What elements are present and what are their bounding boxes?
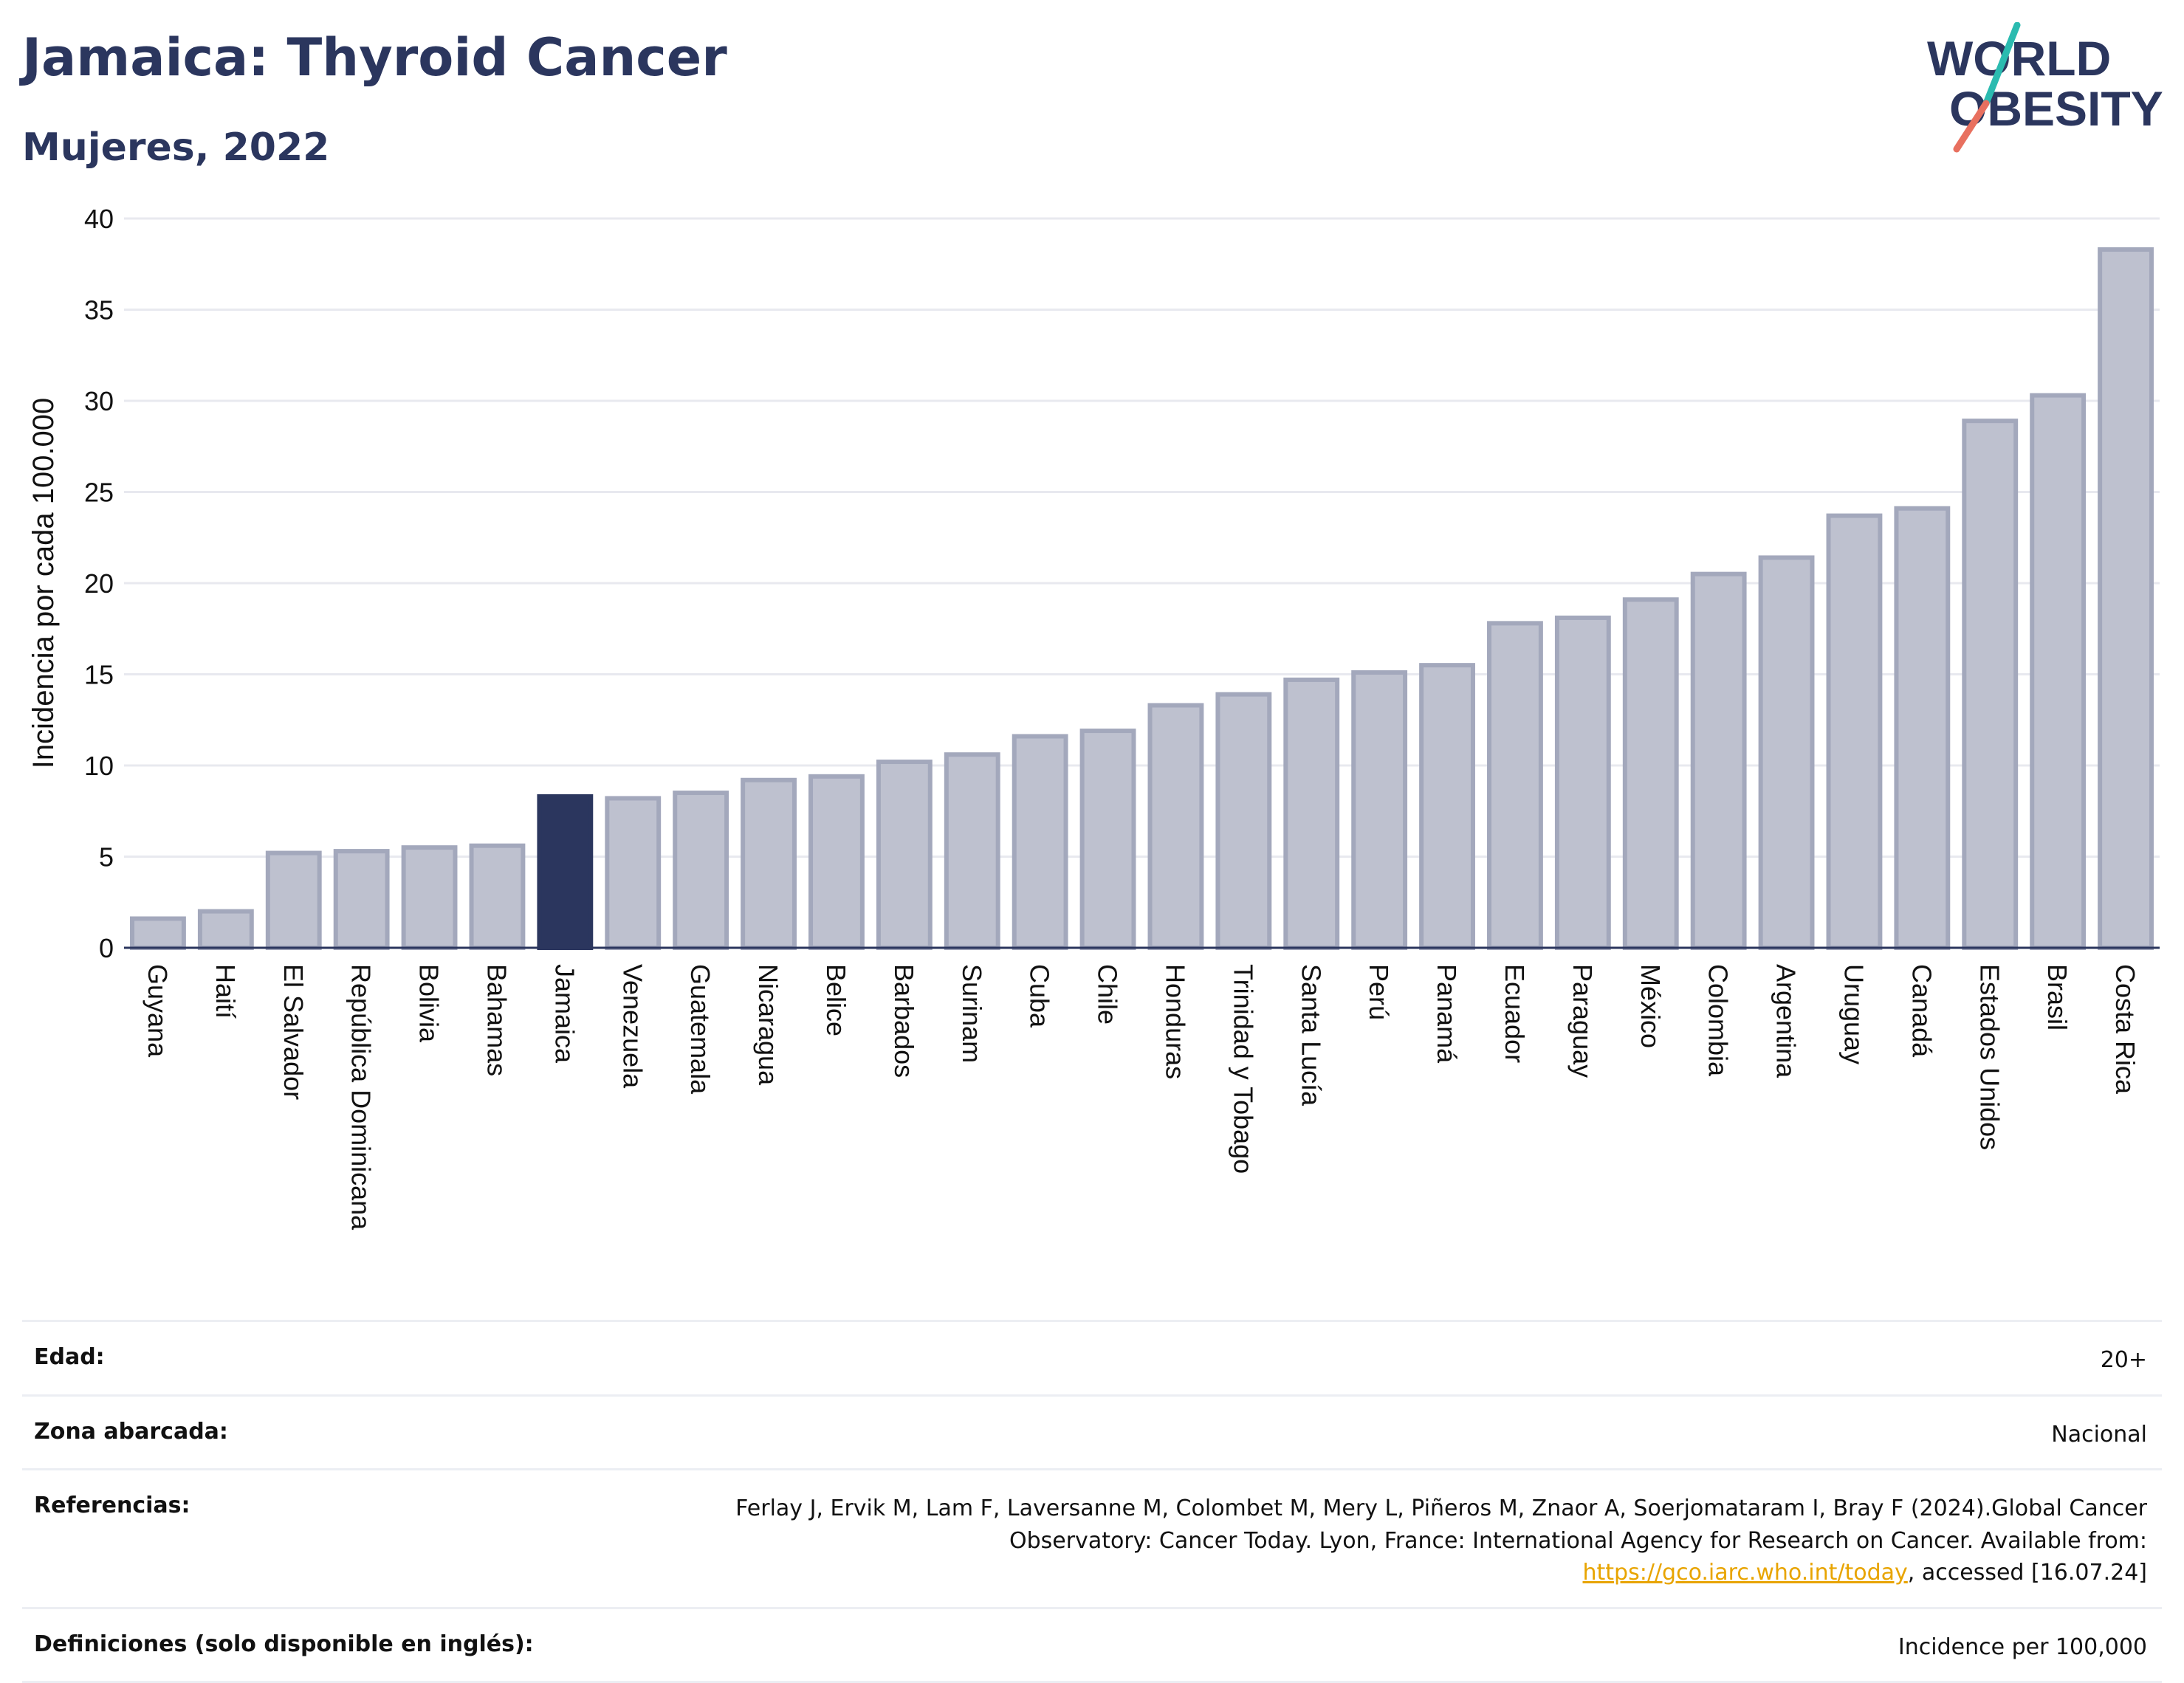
meta-label-age: Edad:	[34, 1344, 105, 1370]
meta-label-area: Zona abarcada:	[34, 1419, 228, 1445]
bar-uruguay	[1829, 516, 1881, 948]
meta-row-references: Referencias: Ferlay J, Ervik M, Lam F, L…	[22, 1468, 2162, 1607]
bar-chart: 0 5 10 15 20 25 30 35 40 Guyana Haití El Salvador Re…	[0, 0, 2184, 1314]
y-tick-label: 35	[84, 295, 114, 326]
bar-bolivia	[404, 847, 456, 948]
x-tick-label: Santa Lucía	[1296, 964, 1326, 1106]
bar-colombia	[1693, 574, 1745, 948]
bar-venezuela	[607, 798, 659, 948]
meta-row-definitions: Definiciones (solo disponible en inglés)…	[22, 1607, 2162, 1683]
bar-santa-lucía	[1285, 680, 1337, 948]
meta-value-definitions: Incidence per 100,000	[1898, 1631, 2147, 1664]
x-tick-label: Paraguay	[1567, 964, 1598, 1078]
x-tick-label: Bahamas	[481, 964, 512, 1076]
x-tick-label: Guyana	[142, 964, 173, 1058]
x-tick-label: Brasil	[2042, 964, 2073, 1030]
bar-barbados	[879, 762, 930, 948]
x-tick-label: República Dominicana	[346, 964, 377, 1231]
bar-canadá	[1896, 509, 1948, 948]
bar-guatemala	[675, 793, 727, 948]
y-tick-label: 0	[99, 933, 114, 963]
bar-chile	[1082, 731, 1134, 948]
x-tick-label: Honduras	[1160, 964, 1190, 1079]
y-tick-label: 30	[84, 386, 114, 416]
x-tick-label: Argentina	[1771, 964, 1802, 1078]
meta-row-area: Zona abarcada: Nacional	[22, 1394, 2162, 1469]
y-tick-label: 5	[99, 842, 114, 873]
x-tick-label: Bolivia	[414, 964, 444, 1043]
x-tick-label: Jamaica	[549, 964, 580, 1064]
bar-argentina	[1761, 557, 1813, 948]
x-tick-label: Ecuador	[1500, 964, 1530, 1063]
meta-label-definitions: Definiciones (solo disponible en inglés)…	[34, 1631, 534, 1657]
bar-cuba	[1014, 736, 1066, 948]
reference-accessed: , accessed [16.07.24]	[1908, 1560, 2147, 1586]
bar-el-salvador	[268, 853, 320, 948]
y-tick-label: 10	[84, 751, 114, 781]
x-tick-label: Perú	[1364, 964, 1394, 1020]
x-tick-label: Barbados	[889, 964, 919, 1078]
x-tick-label: Colombia	[1703, 964, 1734, 1077]
bar-belice	[811, 777, 862, 948]
y-tick-label: 15	[84, 660, 114, 690]
y-tick-label: 25	[84, 478, 114, 508]
x-tick-label: México	[1635, 964, 1666, 1048]
x-tick-label: El Salvador	[278, 964, 309, 1100]
bar-jamaica	[539, 796, 591, 948]
reference-text: Ferlay J, Ervik M, Lam F, Laversanne M, …	[735, 1496, 2147, 1554]
bar-perú	[1353, 672, 1405, 948]
x-tick-label: Cuba	[1025, 964, 1055, 1028]
y-tick-label: 20	[84, 568, 114, 599]
x-tick-label: Guatemala	[685, 964, 715, 1095]
x-tick-label: Estados Unidos	[1974, 964, 2005, 1150]
x-tick-label: Uruguay	[1838, 964, 1869, 1064]
x-tick-label: Belice	[821, 964, 851, 1036]
bar-costa-rica	[2100, 249, 2152, 948]
x-tick-label: Chile	[1093, 964, 1123, 1025]
bar-república-dominicana	[336, 851, 388, 948]
bar-brasil	[2032, 396, 2084, 948]
bar-trinidad-y-tobago	[1218, 695, 1269, 948]
bar-surinam	[947, 754, 998, 948]
meta-value-references: Ferlay J, Ervik M, Lam F, Laversanne M, …	[670, 1493, 2147, 1589]
y-tick-label: 40	[84, 204, 114, 234]
bar-bahamas	[472, 846, 523, 948]
x-tick-label: Panamá	[1432, 964, 1462, 1064]
x-tick-label: Surinam	[957, 964, 987, 1063]
x-tick-label: Costa Rica	[2110, 964, 2140, 1095]
x-tick-label: Canadá	[1906, 964, 1937, 1058]
bar-haití	[200, 912, 252, 948]
bar-estados-unidos	[1964, 421, 2016, 948]
meta-value-age: 20+	[2101, 1344, 2147, 1377]
bar-nicaragua	[743, 780, 794, 948]
meta-row-age: Edad: 20+	[22, 1320, 2162, 1394]
meta-label-references: Referencias:	[34, 1493, 190, 1518]
bar-méxico	[1625, 599, 1677, 948]
x-tick-label: Haití	[210, 964, 241, 1019]
x-tick-label: Trinidad y Tobago	[1228, 964, 1258, 1174]
x-tick-label: Venezuela	[617, 964, 648, 1089]
bar-panamá	[1421, 665, 1473, 948]
x-tick-label: Nicaragua	[753, 964, 783, 1086]
bar-guyana	[132, 918, 184, 948]
y-axis-label: Incidencia por cada 100.000	[27, 398, 60, 769]
reference-link[interactable]: https://gco.iarc.who.int/today	[1583, 1560, 1908, 1586]
bar-honduras	[1150, 705, 1202, 948]
bar-ecuador	[1489, 623, 1541, 948]
metadata-table: Edad: 20+ Zona abarcada: Nacional Refere…	[22, 1320, 2162, 1683]
meta-value-area: Nacional	[2051, 1419, 2147, 1451]
bar-paraguay	[1557, 618, 1609, 948]
